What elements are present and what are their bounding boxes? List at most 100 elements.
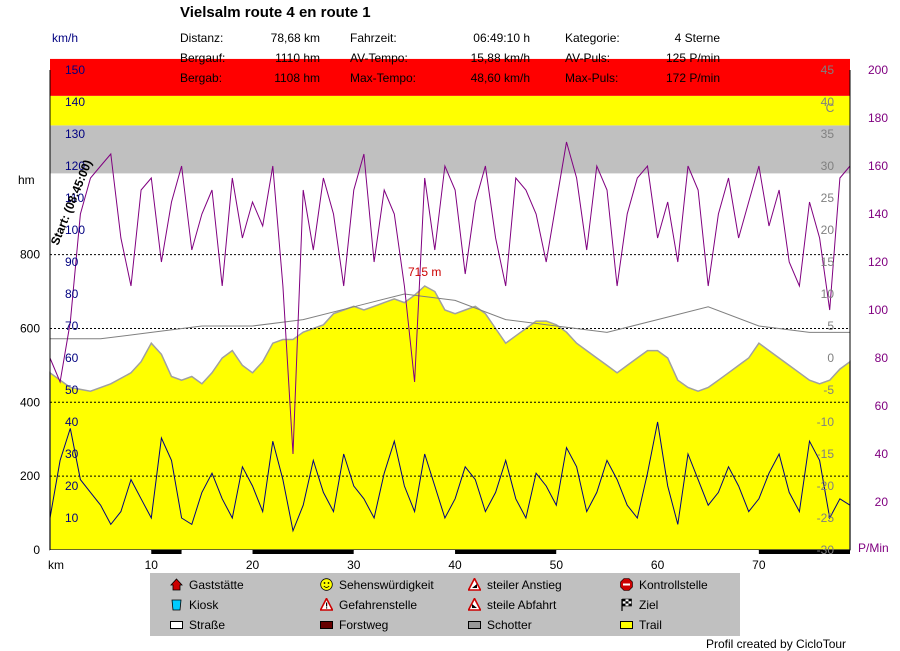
temp-tick-45: 45 — [821, 63, 835, 77]
speed-tick-140: 140 — [65, 95, 85, 109]
x-tick-70: 70 — [752, 558, 766, 572]
temp-tick--10: -10 — [817, 415, 835, 429]
temp-tick--15: -15 — [817, 447, 835, 461]
surface-segment-4 — [353, 550, 456, 554]
legend-item-ziel: Ziel — [620, 598, 658, 612]
gravel-swatch-icon — [468, 621, 481, 629]
stat-label-bergab: Bergab: — [180, 71, 223, 85]
house-icon — [170, 578, 183, 591]
pulse-tick-120: 120 — [868, 255, 888, 269]
pulse-zone-2 — [50, 58, 850, 96]
speed-tick-150: 150 — [65, 63, 85, 77]
legend-item-trail: Trail — [620, 618, 662, 632]
surface-segment-7 — [758, 550, 850, 554]
legend-item-kontrollstelle: Kontrollstelle — [620, 578, 708, 592]
x-tick-30: 30 — [347, 558, 361, 572]
legend-item-sehenswuerdigkeit: Sehenswürdigkeit — [320, 578, 434, 592]
temp-tick-5: 5 — [827, 319, 834, 333]
pulse-tick-140: 140 — [868, 207, 888, 221]
stat-label-fahrzeit: Fahrzeit: — [350, 31, 397, 45]
credit-text: Profil created by CicloTour — [706, 637, 847, 651]
stat-value-bergauf: 1110 hm — [275, 51, 320, 65]
legend-item-gefahrenstelle: Gefahrenstelle — [319, 596, 417, 612]
temp-tick-10: 10 — [821, 287, 835, 301]
legend-item-steile-abfahrt: steile Abfahrt — [467, 596, 556, 612]
pulse-tick-160: 160 — [868, 159, 888, 173]
warning-down-icon — [467, 596, 482, 611]
elevation-axis-unit: hm — [18, 173, 35, 187]
stat-label-max-puls: Max-Puls: — [565, 71, 619, 85]
stat-value-bergab: 1108 hm — [274, 71, 320, 85]
forest-road-swatch-icon — [320, 621, 333, 629]
elevation-tick-400: 400 — [20, 395, 40, 409]
pulse-tick-180: 180 — [868, 111, 888, 125]
pulse-tick-40: 40 — [875, 447, 889, 461]
elevation-tick-0: 0 — [33, 543, 40, 557]
pulse-tick-200: 200 — [868, 63, 888, 77]
warning-icon — [319, 596, 334, 611]
stat-value-distanz: 78,68 km — [270, 31, 320, 45]
stat-value-fahrzeit: 06:49:10 h — [473, 31, 530, 45]
x-tick-40: 40 — [448, 558, 462, 572]
road-swatch-icon — [170, 621, 183, 629]
elevation-area — [49, 285, 851, 551]
speed-tick-60: 60 — [65, 351, 79, 365]
pulse-tick-100: 100 — [868, 303, 888, 317]
speed-tick-90: 90 — [65, 255, 79, 269]
speed-tick-40: 40 — [65, 415, 79, 429]
legend-item-kiosk: Kiosk — [170, 598, 218, 612]
legend-item-schotter: Schotter — [468, 618, 532, 632]
temp-axis-unit: C — [826, 101, 835, 115]
temp-tick-35: 35 — [821, 127, 835, 141]
temp-tick--30: -30 — [817, 543, 835, 557]
speed-tick-30: 30 — [65, 447, 79, 461]
temp-tick--5: -5 — [823, 383, 834, 397]
temp-tick--25: -25 — [817, 511, 835, 525]
pulse-tick-60: 60 — [875, 399, 889, 413]
temp-tick--20: -20 — [817, 479, 835, 493]
smiley-icon — [320, 578, 333, 591]
speed-tick-100: 100 — [65, 223, 85, 237]
legend-item-steiler-anstieg: steiler Anstieg — [467, 576, 562, 592]
stat-label-distanz: Distanz: — [180, 31, 224, 45]
trail-swatch-icon — [620, 621, 633, 629]
speed-line — [49, 421, 851, 533]
surface-segment-3 — [252, 550, 354, 554]
speed-tick-130: 130 — [65, 127, 85, 141]
surface-segment-2 — [181, 550, 253, 554]
checkered-flag-icon — [620, 598, 633, 611]
chart-title: Vielsalm route 4 en route 1 — [180, 4, 371, 21]
stat-value-max-tempo: 48,60 km/h — [470, 71, 530, 85]
stat-value-max-puls: 172 P/min — [665, 71, 720, 85]
peak-label: 715 m — [408, 265, 441, 279]
speed-tick-80: 80 — [65, 287, 79, 301]
x-tick-50: 50 — [550, 558, 564, 572]
x-tick-60: 60 — [651, 558, 665, 572]
temp-tick-30: 30 — [821, 159, 835, 173]
stat-value-kategorie: 4 Sterne — [674, 31, 720, 45]
elevation-tick-800: 800 — [20, 248, 40, 262]
surface-segment-1 — [151, 550, 182, 554]
speed-tick-50: 50 — [65, 383, 79, 397]
speed-tick-10: 10 — [65, 511, 79, 525]
stop-icon — [620, 578, 633, 591]
surface-segment-6 — [556, 550, 759, 554]
stat-label-bergauf: Bergauf: — [180, 51, 226, 65]
x-tick-10: 10 — [145, 558, 159, 572]
temp-tick-15: 15 — [821, 255, 835, 269]
elevation-tick-200: 200 — [20, 469, 40, 483]
stat-label-av-puls: AV-Puls: — [565, 51, 611, 65]
kiosk-icon — [170, 598, 183, 611]
temp-tick-40: 40 — [821, 95, 835, 109]
legend: Gaststätte Sehenswürdigkeit steiler Anst… — [150, 573, 740, 636]
stat-value-av-tempo: 15,88 km/h — [470, 51, 530, 65]
x-tick-20: 20 — [246, 558, 260, 572]
stat-label-av-tempo: AV-Tempo: — [350, 51, 408, 65]
speed-tick-110: 110 — [65, 191, 84, 205]
warning-up-icon — [467, 576, 482, 591]
speed-tick-70: 70 — [65, 319, 79, 333]
pulse-zone-0 — [50, 125, 850, 174]
legend-item-strasse: Straße — [170, 618, 225, 632]
legend-item-forstweg: Forstweg — [320, 618, 388, 632]
